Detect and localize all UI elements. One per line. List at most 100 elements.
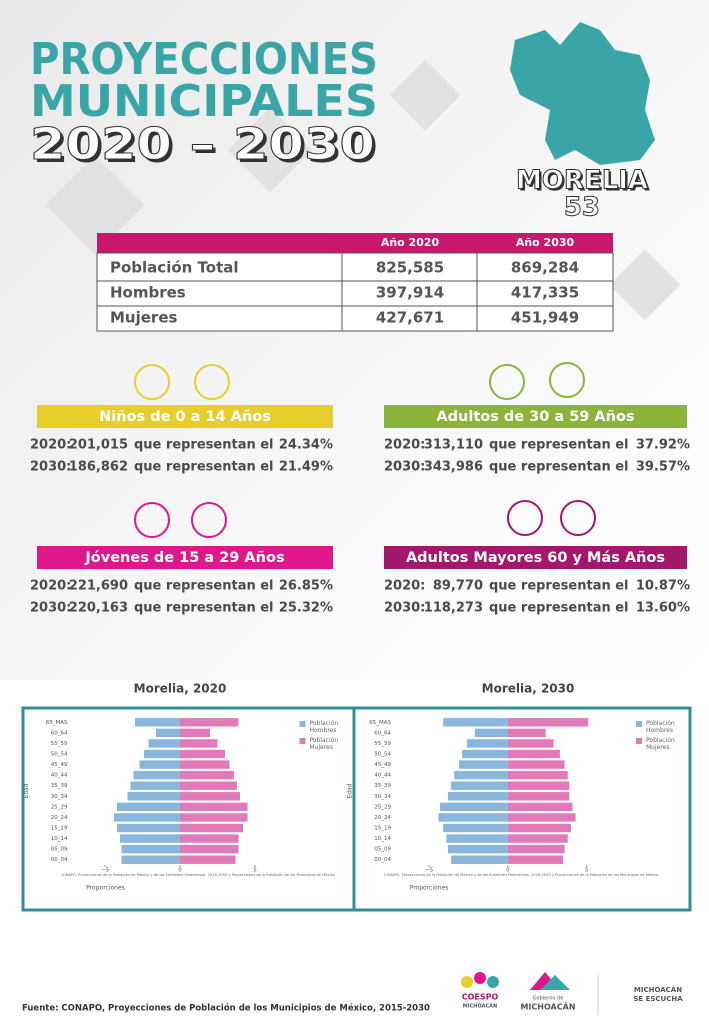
logo-text: SE ESCUCHA bbox=[633, 995, 683, 1003]
count: 186,862 bbox=[69, 460, 128, 475]
section-band bbox=[384, 546, 687, 569]
percent: 10.87% bbox=[636, 579, 690, 594]
chart-title: Morelia, 2020 bbox=[134, 682, 227, 696]
legend-box: Población Hombres bbox=[646, 720, 675, 734]
source-note: CONAPO. Proyecciones de la Población de … bbox=[384, 873, 659, 877]
percent: 26.85% bbox=[279, 579, 333, 594]
bar bbox=[180, 802, 248, 812]
year: 2020: bbox=[384, 579, 425, 594]
y-tick-label: 05_09 bbox=[374, 847, 391, 853]
section-band bbox=[37, 546, 333, 569]
chart-titles: Morelia, 2020 Morelia, 2030 bbox=[134, 682, 575, 696]
bar bbox=[156, 728, 180, 738]
municipality: MORELIA MORELIA 53 bbox=[515, 165, 650, 223]
bar bbox=[148, 739, 180, 748]
bar bbox=[135, 718, 180, 727]
bar bbox=[507, 770, 568, 780]
x-tick-label: 5 bbox=[253, 868, 257, 874]
bar bbox=[180, 834, 239, 843]
cell: 825,585 bbox=[376, 259, 444, 277]
y-tick-label: 45_49 bbox=[51, 762, 68, 768]
legend-label: Población Mujeres bbox=[646, 737, 675, 751]
bar bbox=[139, 760, 180, 769]
cell: 417,335 bbox=[511, 284, 579, 302]
x-tick-label: 0 bbox=[506, 868, 510, 874]
phrase: que representan el bbox=[134, 579, 274, 594]
cell: 451,949 bbox=[511, 309, 579, 327]
bar bbox=[507, 728, 546, 738]
year: 2030: bbox=[384, 460, 425, 475]
bar bbox=[117, 802, 180, 812]
count: 221,690 bbox=[69, 579, 128, 594]
bar bbox=[447, 792, 508, 801]
x-tick-label: −5 bbox=[101, 868, 110, 874]
percent: 39.57% bbox=[636, 460, 690, 475]
year: 2030: bbox=[30, 601, 71, 616]
y-tick-label: 45_49 bbox=[374, 762, 391, 768]
bar bbox=[507, 855, 564, 864]
bar bbox=[507, 781, 570, 790]
y-tick-label: 60_64 bbox=[374, 730, 391, 736]
y-tick-label: 10_14 bbox=[51, 836, 68, 842]
y-tick-label: 50_54 bbox=[374, 752, 391, 758]
count: 201,015 bbox=[69, 438, 128, 453]
x-tick-label: 0 bbox=[178, 868, 182, 874]
table: Año 2020 Año 2030 bbox=[96, 233, 614, 332]
bar bbox=[121, 844, 180, 854]
bar bbox=[180, 728, 210, 738]
title-shadow: 2020 – 2030 bbox=[33, 122, 378, 173]
bar bbox=[440, 802, 508, 812]
bar bbox=[121, 855, 180, 864]
municipality-name: MORELIA bbox=[516, 166, 648, 196]
section-band bbox=[37, 405, 333, 428]
bar bbox=[180, 792, 240, 801]
municipality-number: 53 bbox=[564, 193, 600, 223]
bar bbox=[507, 749, 560, 759]
y-tick-label: 55_59 bbox=[51, 741, 68, 747]
bar bbox=[446, 834, 508, 843]
y-tick-label: 65_MAS bbox=[46, 720, 68, 726]
note-box: CONAPO. Proyecciones de la Población de … bbox=[384, 873, 659, 877]
bar bbox=[180, 844, 239, 854]
legend-swatch bbox=[299, 721, 306, 727]
bar bbox=[443, 823, 508, 833]
y-tick-label: 40_44 bbox=[374, 773, 391, 779]
row-label: Población Total bbox=[110, 259, 239, 277]
y-tick-label: 65_MAS bbox=[369, 720, 391, 726]
table-body bbox=[96, 252, 614, 332]
y-tick-label: 10_14 bbox=[374, 836, 391, 842]
year: 2030: bbox=[384, 601, 425, 616]
y-tick-label: 05_09 bbox=[51, 847, 68, 853]
logos: COESPO MICHOACÁN Gobierno de MICHOACÁN M… bbox=[461, 972, 683, 1015]
bar bbox=[451, 781, 508, 790]
note-box: CONAPO. Proyecciones de la Población de … bbox=[61, 873, 335, 877]
count: 220,163 bbox=[69, 601, 128, 616]
legend-box: Población Mujeres bbox=[646, 737, 675, 751]
logo-text: MICHOACÁN bbox=[520, 1001, 575, 1012]
bar bbox=[133, 770, 180, 780]
x-tick-label: 5 bbox=[585, 868, 589, 874]
year: 2020: bbox=[30, 579, 71, 594]
year: 2030: bbox=[30, 460, 71, 475]
x-axis-label: Proporciones bbox=[410, 885, 449, 892]
y-tick-label: 25_29 bbox=[51, 804, 68, 810]
y-tick-label: 15_19 bbox=[374, 826, 391, 832]
count: 118,273 bbox=[424, 601, 483, 616]
sections: Niños de 0 a 14 Años 2020: 201,015 que repr… bbox=[30, 405, 690, 616]
y-tick-label: 55_59 bbox=[374, 741, 391, 747]
y-tick-label: 50_54 bbox=[51, 752, 68, 758]
column-header: Año 2020 bbox=[381, 236, 440, 249]
cell: 427,671 bbox=[376, 309, 444, 327]
y-axis-label: Edad bbox=[347, 783, 354, 798]
bar bbox=[507, 739, 554, 748]
bar bbox=[180, 760, 230, 769]
legend-label: Población Hombres bbox=[309, 720, 339, 734]
y-tick-label: 15_19 bbox=[51, 826, 68, 832]
phrase: que representan el bbox=[134, 601, 274, 616]
bar bbox=[458, 760, 508, 769]
phrase: que representan el bbox=[134, 438, 274, 453]
row-label: Mujeres bbox=[110, 309, 177, 327]
map bbox=[510, 22, 655, 165]
section-title: Niños de 0 a 14 Años bbox=[99, 409, 271, 425]
